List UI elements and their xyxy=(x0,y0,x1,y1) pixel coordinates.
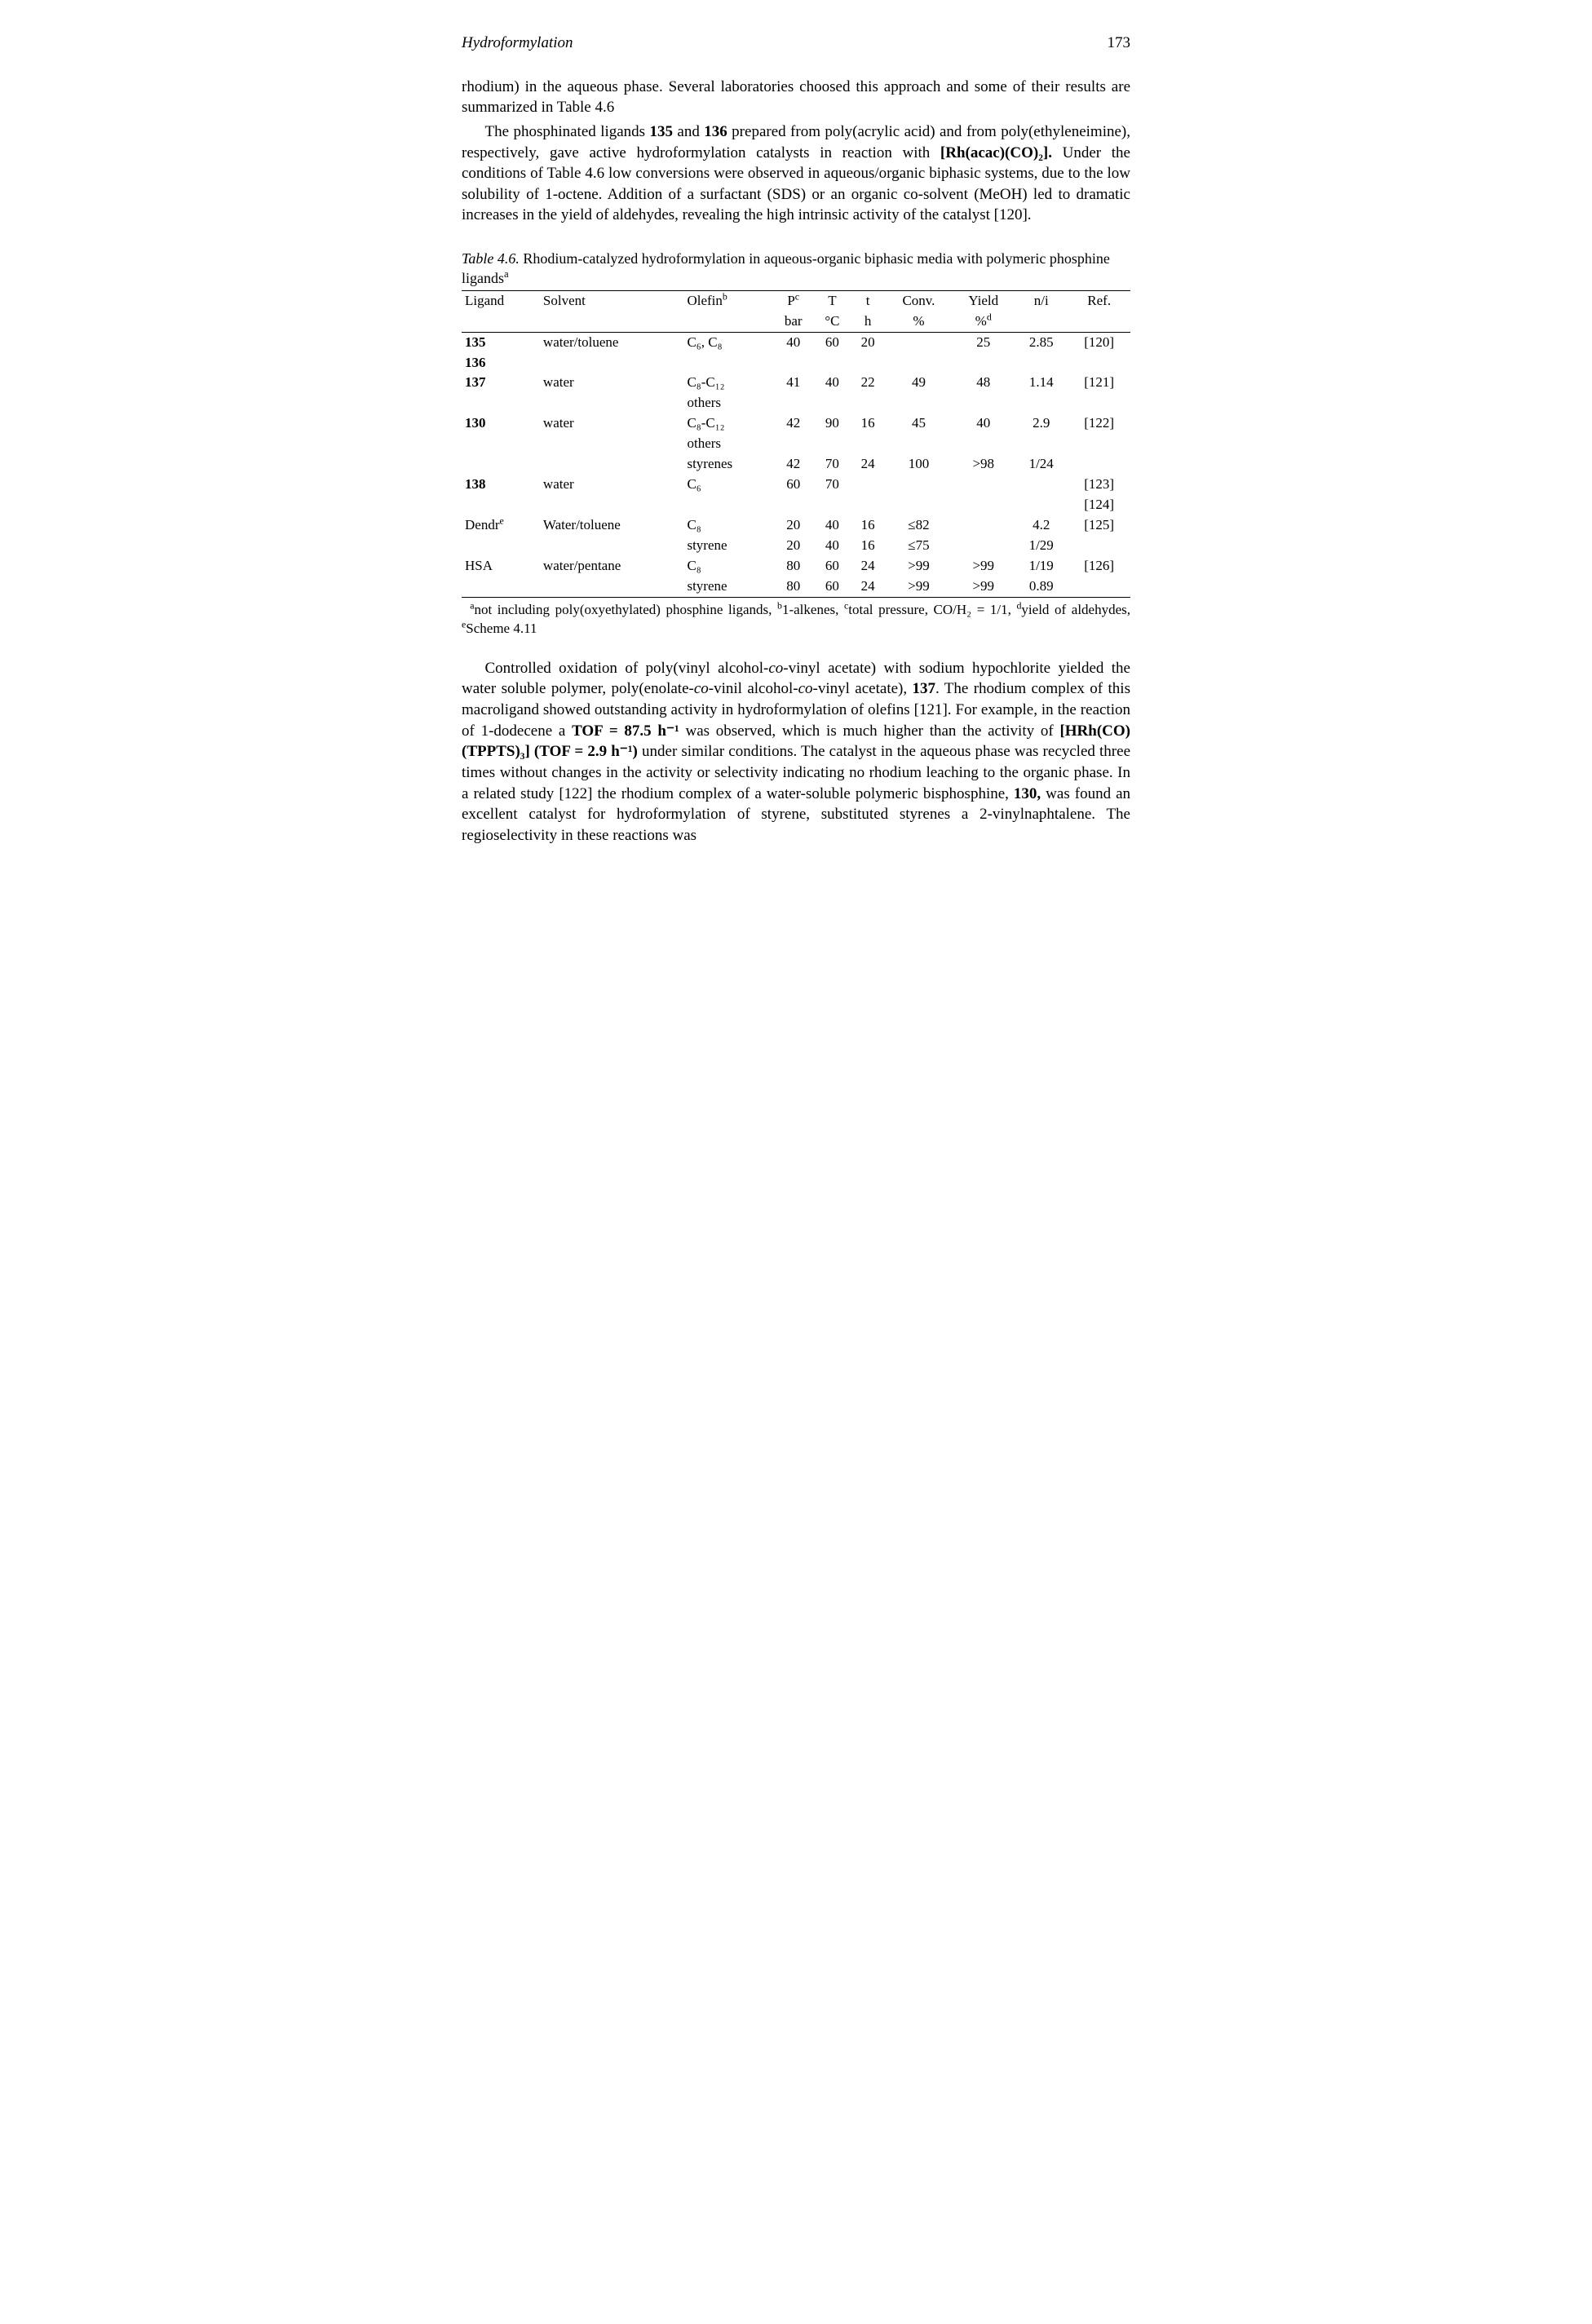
running-title: Hydroformylation xyxy=(462,33,573,54)
table-row: 137 water C₈-C₁₂ 41 40 22 49 48 1.14 [12… xyxy=(462,373,1130,393)
table-header-row: Ligand Solvent Olefinb Pc T t Conv. Yiel… xyxy=(462,290,1130,311)
table-caption: Table 4.6. Rhodium-catalyzed hydroformyl… xyxy=(462,249,1130,289)
table-row: styrene 20 40 16 ≤75 1/29 xyxy=(462,536,1130,556)
col-p: Pc xyxy=(772,290,814,311)
col-yield: Yield xyxy=(952,290,1015,311)
table-footnote: anot including poly(oxyethylated) phosph… xyxy=(462,601,1130,638)
table-row: 138 water C₆ 60 70 [123] xyxy=(462,475,1130,495)
table-row: 135 water/toluene C₆, C₈ 40 60 20 25 2.8… xyxy=(462,332,1130,352)
col-olefin: Olefinb xyxy=(683,290,772,311)
table-row: [124] xyxy=(462,495,1130,515)
col-t-temp: T xyxy=(814,290,851,311)
col-ligand: Ligand xyxy=(462,290,540,311)
running-header: Hydroformylation 173 xyxy=(462,33,1130,54)
table-row: 136 xyxy=(462,353,1130,373)
table-row: styrenes 42 70 24 100 >98 1/24 xyxy=(462,454,1130,475)
col-conv: Conv. xyxy=(885,290,952,311)
col-ni: n/i xyxy=(1015,290,1068,311)
paragraph-3: Controlled oxidation of poly(vinyl alcoh… xyxy=(462,658,1130,846)
col-solvent: Solvent xyxy=(540,290,684,311)
paragraph-2: The phosphinated ligands 135 and 136 pre… xyxy=(462,122,1130,226)
paragraph-1: rhodium) in the aqueous phase. Several l… xyxy=(462,77,1130,118)
col-t-time: t xyxy=(851,290,886,311)
table-row: others xyxy=(462,434,1130,454)
table-row: styrene 80 60 24 >99 >99 0.89 xyxy=(462,577,1130,597)
table-row: Dendre Water/toluene C₈ 20 40 16 ≤82 4.2… xyxy=(462,515,1130,536)
table-row: others xyxy=(462,393,1130,413)
table-row: 130 water C₈-C₁₂ 42 90 16 45 40 2.9 [122… xyxy=(462,413,1130,434)
table-header-units: bar °C h % %d xyxy=(462,311,1130,332)
table-row: HSA water/pentane C₈ 80 60 24 >99 >99 1/… xyxy=(462,556,1130,577)
page-number: 173 xyxy=(1108,33,1131,54)
data-table: Ligand Solvent Olefinb Pc T t Conv. Yiel… xyxy=(462,290,1130,598)
col-ref: Ref. xyxy=(1068,290,1130,311)
